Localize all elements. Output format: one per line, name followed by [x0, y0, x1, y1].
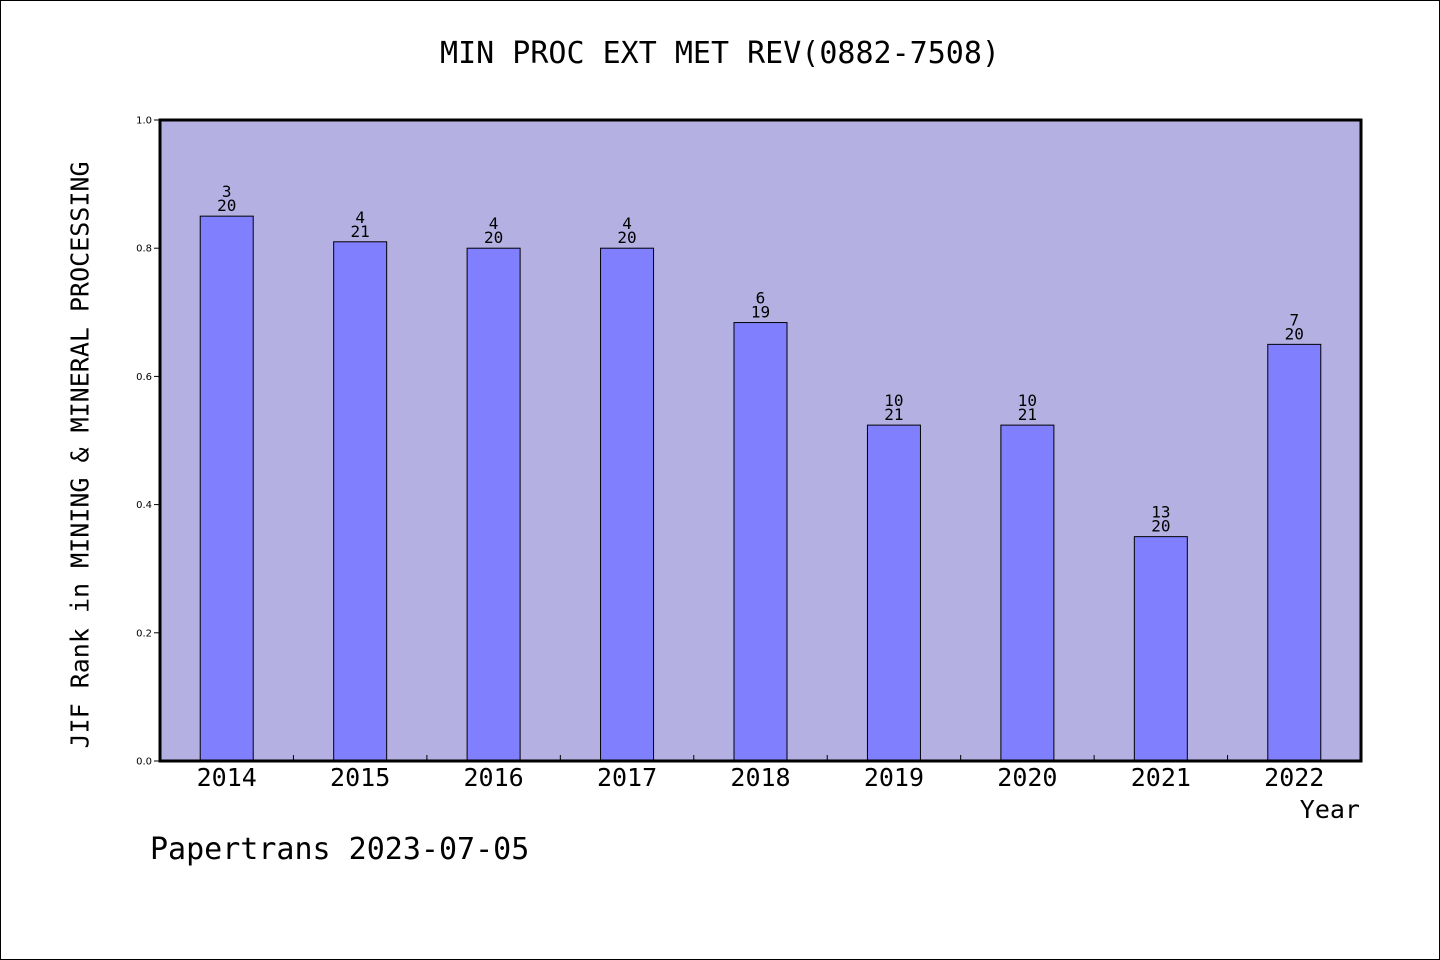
x-axis-label: Year	[1299, 795, 1360, 824]
x-tick-label: 2014	[197, 763, 257, 792]
bar-label-total: 20	[617, 228, 636, 247]
y-tick-label: 0.8	[136, 244, 152, 255]
y-tick-label: 0.0	[136, 757, 152, 768]
y-tick-label: 0.6	[136, 372, 152, 383]
x-tick-label: 2015	[330, 763, 390, 792]
bar-label-rank: 4	[355, 208, 365, 227]
bar	[1133, 536, 1188, 762]
bar-label-total: 21	[884, 405, 903, 424]
y-tick-label: 0.4	[136, 500, 152, 511]
y-tick-label: 0.2	[136, 628, 152, 639]
bar-label-total: 19	[751, 303, 770, 322]
x-tick-label: 2017	[597, 763, 657, 792]
bar-label-rank: 6	[756, 289, 766, 308]
bar-label-rank: 4	[622, 214, 632, 233]
bar-label-rank: 3	[222, 182, 232, 201]
x-tick-label: 2016	[464, 763, 524, 792]
bar	[733, 322, 788, 762]
bar-label-total: 20	[217, 196, 236, 215]
bar-label-total: 20	[1285, 324, 1304, 343]
bar-label-total: 20	[484, 228, 503, 247]
y-tick-label: 1.0	[136, 116, 152, 127]
bar-label-rank: 13	[1151, 503, 1170, 522]
bar-label-rank: 10	[884, 391, 903, 410]
footer-text: Papertrans 2023-07-05	[150, 832, 530, 867]
x-tick-label: 2019	[864, 763, 924, 792]
bar	[866, 424, 921, 762]
x-tick-label: 2018	[730, 763, 790, 792]
bar-label-total: 21	[351, 222, 370, 241]
bar-label-rank: 10	[1018, 391, 1037, 410]
bar-label-rank: 7	[1289, 310, 1299, 329]
x-tick-label: 2021	[1131, 763, 1191, 792]
bar-label-total: 20	[1151, 517, 1170, 536]
bar	[1267, 343, 1322, 762]
bar-label-rank: 4	[489, 214, 499, 233]
bar-label-total: 21	[1018, 405, 1037, 424]
plot-border	[158, 118, 1363, 763]
x-tick-label: 2020	[997, 763, 1057, 792]
chart-title: MIN PROC EXT MET REV(0882-7508)	[440, 36, 1000, 71]
bar	[333, 241, 388, 762]
bar	[1000, 424, 1055, 762]
x-tick-label: 2022	[1264, 763, 1324, 792]
bar	[199, 215, 254, 762]
bar	[466, 247, 521, 762]
bar	[600, 247, 655, 762]
